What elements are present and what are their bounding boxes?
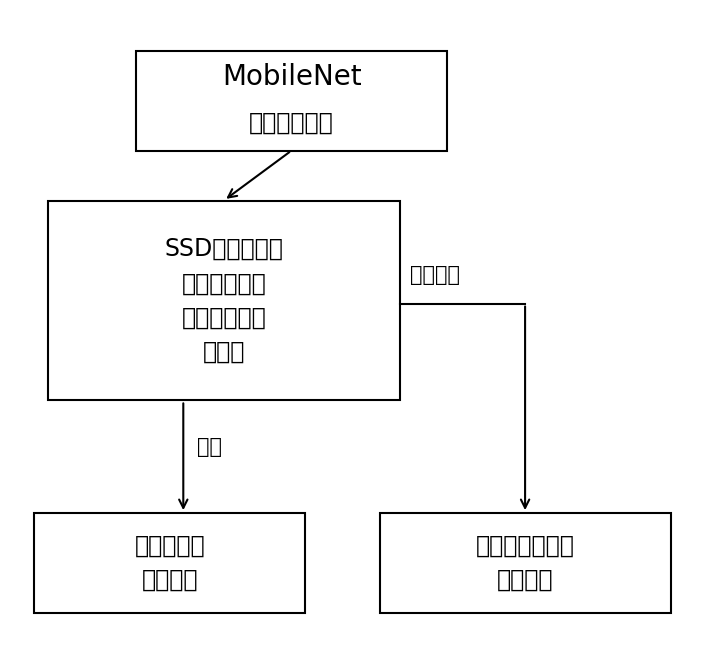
Bar [379,513,670,613]
Bar [35,513,305,613]
Text: SSD目标检测，: SSD目标检测， [164,237,283,261]
Text: 身体部位: 身体部位 [410,265,460,285]
Text: 标类别: 标类别 [203,340,245,364]
Bar [48,201,400,400]
Text: 工装衣袖长短等: 工装衣袖长短等 [476,534,575,558]
Text: 分类识别: 分类识别 [497,568,553,592]
Text: 与形状确定目: 与形状确定目 [181,306,266,329]
Text: 头部: 头部 [197,437,222,458]
Text: 根据目标大小: 根据目标大小 [181,271,266,296]
Text: 分类识别: 分类识别 [142,568,198,592]
Text: MobileNet: MobileNet [222,62,362,90]
Text: 安全帽颜色: 安全帽颜色 [135,534,205,558]
Text: 基础特征提取: 基础特征提取 [249,111,334,134]
Bar [136,51,447,150]
